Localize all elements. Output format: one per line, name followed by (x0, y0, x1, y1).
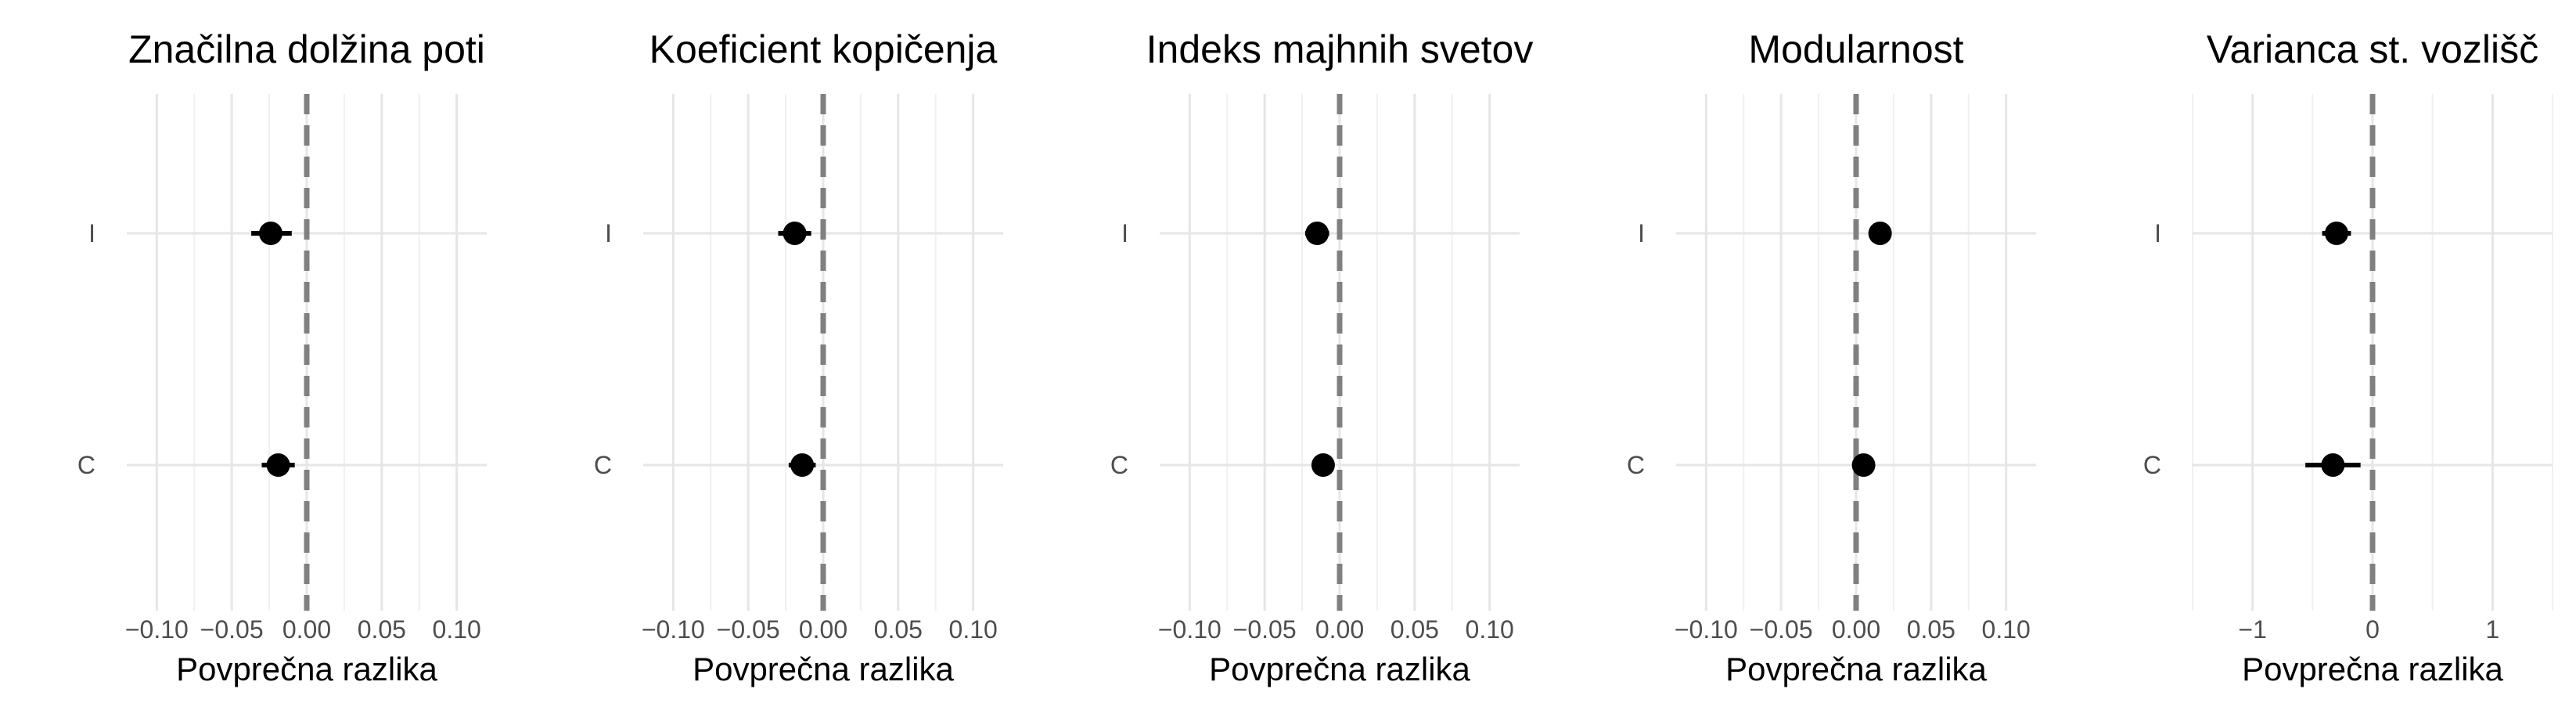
x-tick-label: 1 (2485, 615, 2499, 644)
panel-title: Značilna dolžina poti (128, 27, 485, 71)
x-tick-label: −0.10 (1158, 615, 1221, 644)
x-tick-label: 0.00 (799, 615, 847, 644)
x-tick-label: −0.05 (717, 615, 780, 644)
data-point (783, 222, 807, 245)
data-point (1851, 453, 1876, 477)
data-point (790, 453, 815, 477)
x-axis-title: Povprečna razlika (1725, 651, 1987, 687)
panel-title: Varianca st. vozlišč (2207, 27, 2538, 71)
x-tick-label: 0.00 (282, 615, 331, 644)
panel-title: Modularnost (1748, 27, 1963, 71)
data-point (1868, 222, 1892, 245)
data-point (266, 453, 290, 477)
panel-title: Indeks majhnih svetov (1146, 27, 1534, 71)
x-tick-label: 0.05 (1907, 615, 1955, 644)
y-tick-label: C (2143, 451, 2161, 479)
data-point (1311, 453, 1335, 477)
x-tick-label: −0.05 (1233, 615, 1297, 644)
x-tick-label: 0.10 (1982, 615, 2031, 644)
x-tick-label: 0.00 (1315, 615, 1364, 644)
x-tick-label: −1 (2238, 615, 2266, 644)
x-tick-label: −0.05 (1750, 615, 1813, 644)
chart-panel-1: I C −0.10 −0.05 0.00 0.05 0.10 Povprečna razlik… (77, 27, 487, 687)
x-axis-title: Povprečna razlika (693, 651, 954, 687)
x-tick-label: 0.10 (1466, 615, 1514, 644)
panel-title: Koeficient kopičenja (649, 27, 998, 71)
y-tick-label: I (1121, 219, 1128, 247)
x-tick-label: −0.10 (1675, 615, 1738, 644)
y-tick-label: C (594, 451, 612, 479)
chart-panel-3: I C −0.10 −0.05 0.00 0.05 0.10 Povprečna razlik… (1110, 27, 1533, 687)
data-point (259, 222, 282, 245)
y-tick-label: I (605, 219, 612, 247)
x-axis-title: Povprečna razlika (1209, 651, 1470, 687)
chart-panel-4: I C −0.10 −0.05 0.00 0.05 0.10 Povprečna razlik… (1627, 27, 2036, 687)
y-tick-label: C (1627, 451, 1645, 479)
x-axis-title: Povprečna razlika (2242, 651, 2503, 687)
x-tick-label: 0.10 (949, 615, 998, 644)
x-tick-label: 0 (2366, 615, 2380, 644)
chart-panel-2: I C −0.10 −0.05 0.00 0.05 0.10 Povprečna razlik… (594, 27, 1003, 687)
data-point (2321, 453, 2345, 477)
x-tick-label: −0.10 (642, 615, 705, 644)
y-tick-label: C (1110, 451, 1128, 479)
y-tick-label: C (77, 451, 95, 479)
data-point (2325, 222, 2348, 245)
x-tick-label: 0.10 (433, 615, 481, 644)
y-tick-label: I (88, 219, 95, 247)
x-axis-title: Povprečna razlika (176, 651, 437, 687)
y-tick-label: I (2154, 219, 2161, 247)
x-tick-label: 0.05 (358, 615, 406, 644)
x-tick-label: 0.00 (1832, 615, 1880, 644)
x-tick-label: −0.05 (200, 615, 264, 644)
x-tick-label: 0.05 (874, 615, 923, 644)
y-tick-label: I (1638, 219, 1645, 247)
x-tick-label: 0.05 (1391, 615, 1439, 644)
chart-panel-5: I C −1 0 1 Povprečna razlika Varianca st. vozl… (2143, 27, 2553, 687)
x-tick-label: −0.10 (125, 615, 189, 644)
data-point (1305, 222, 1329, 245)
